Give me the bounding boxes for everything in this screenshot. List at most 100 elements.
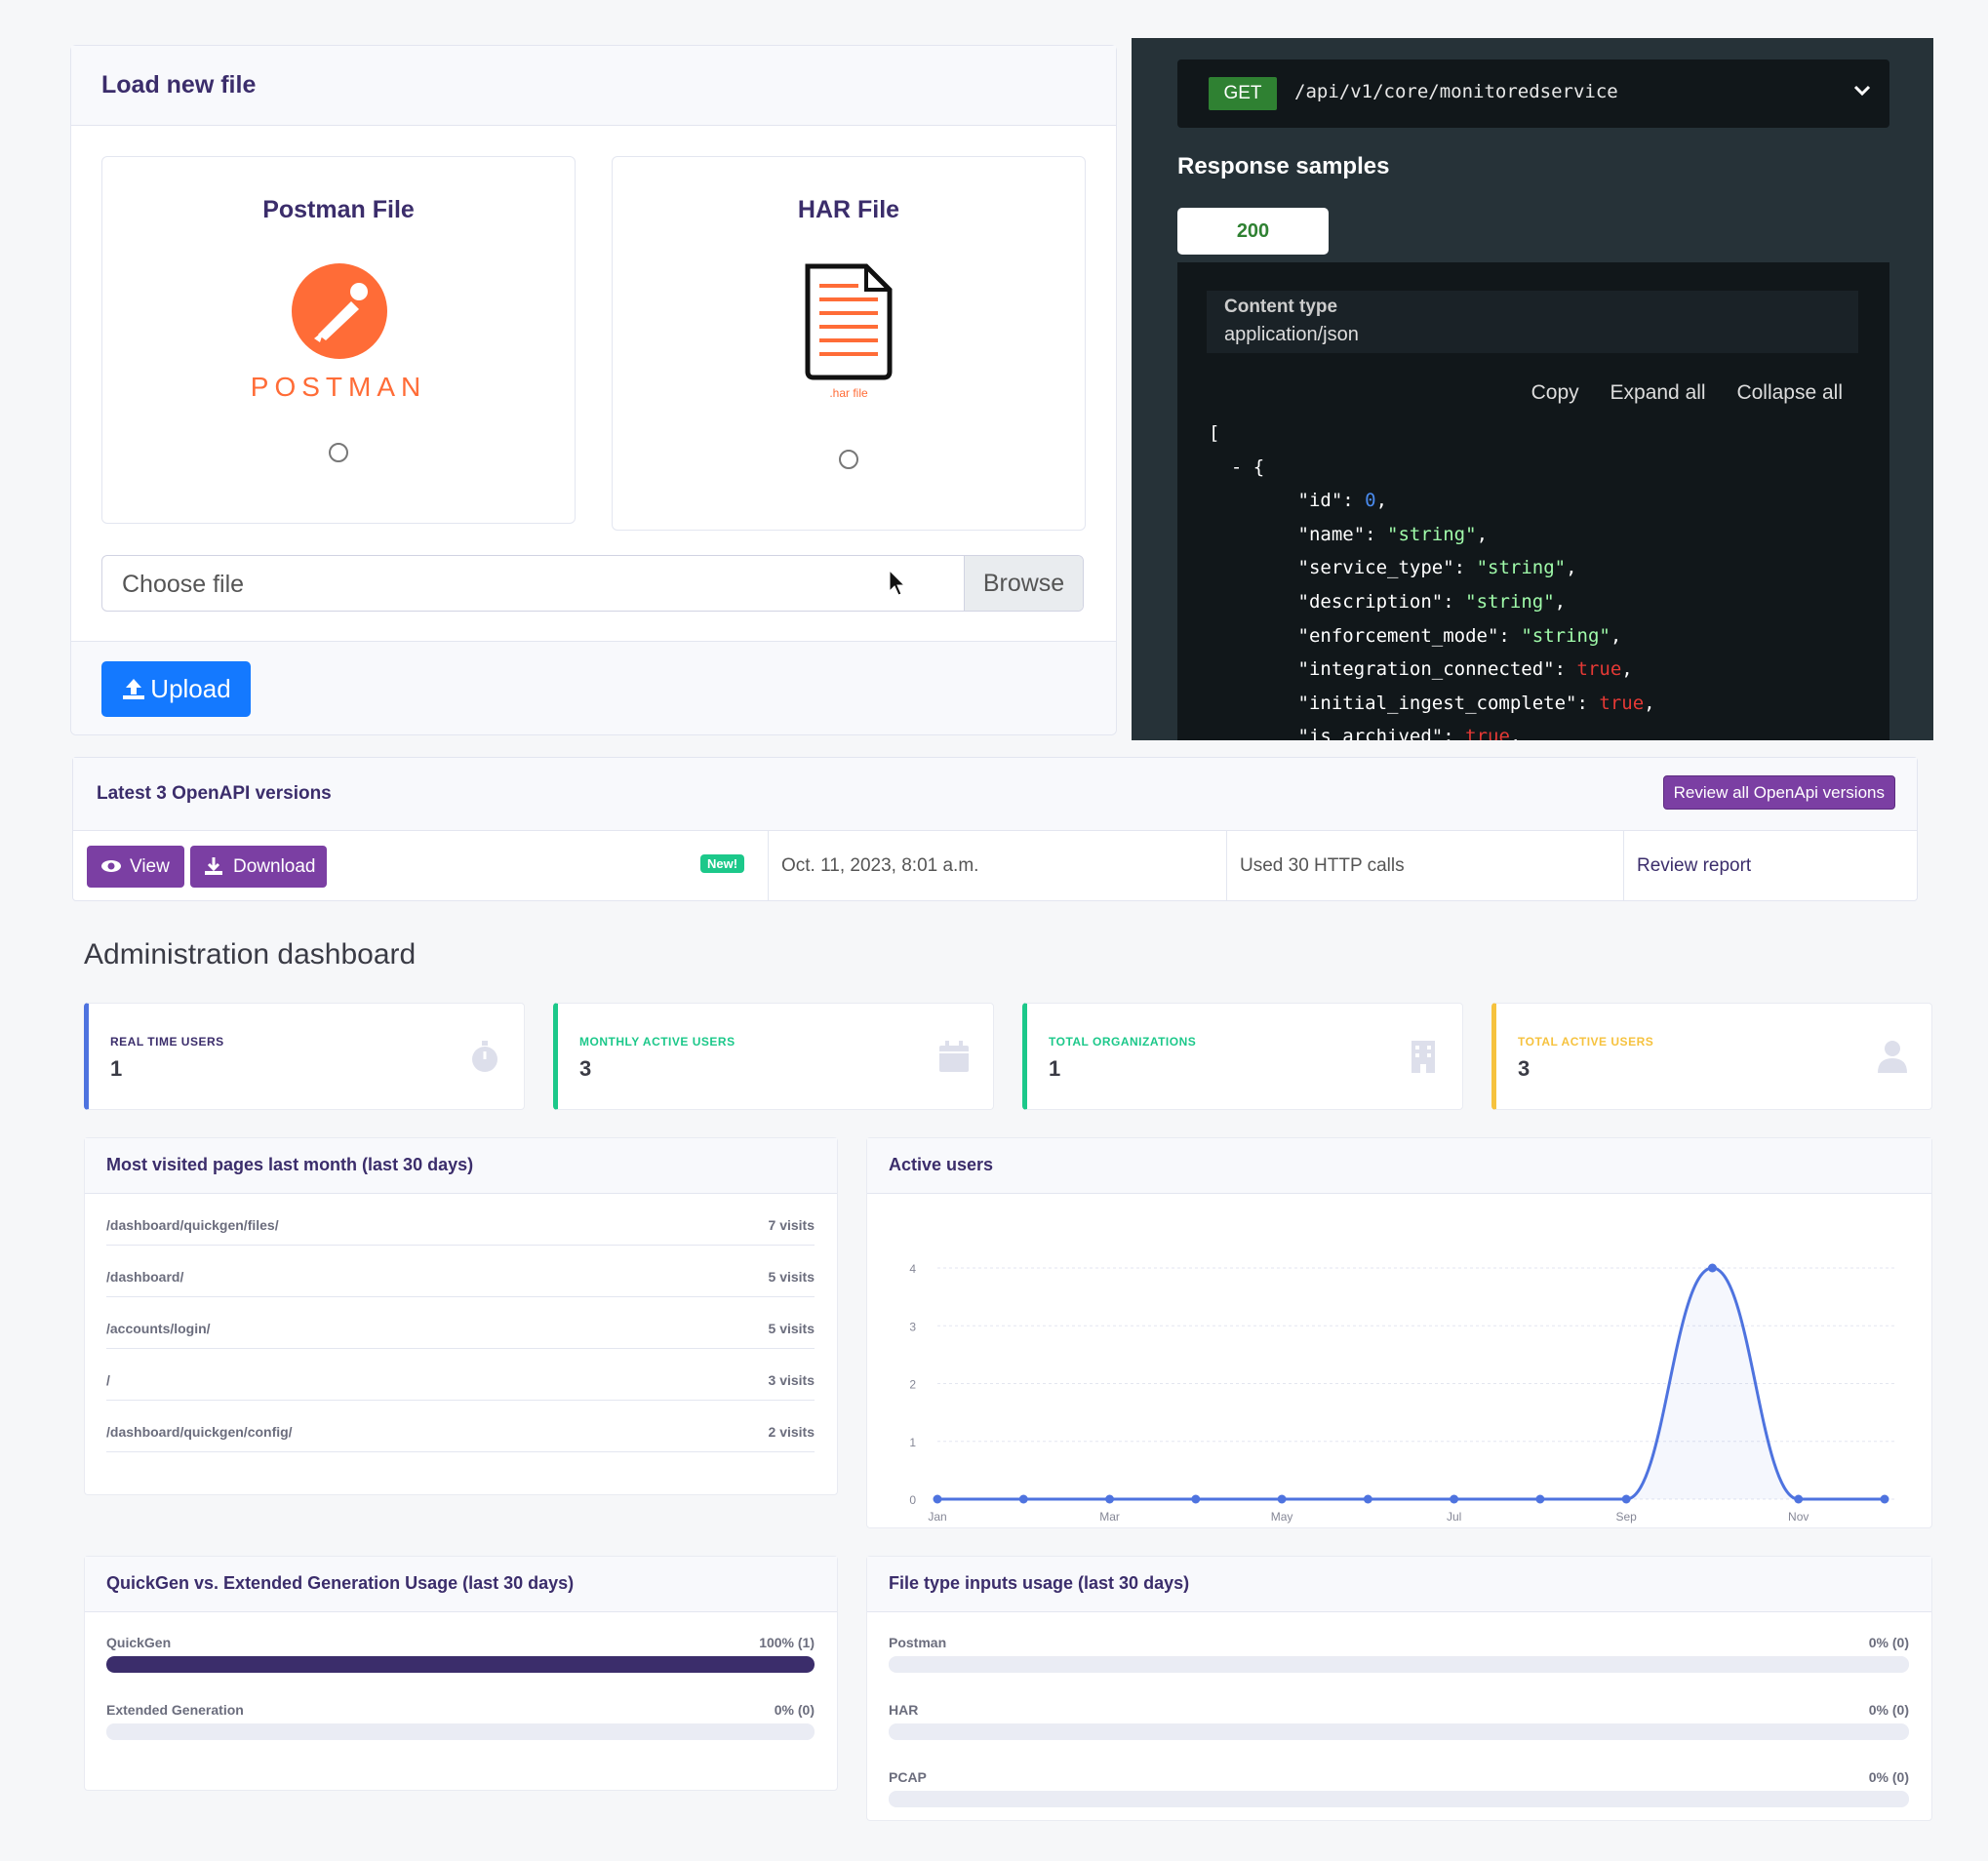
usage-label: HAR <box>889 1702 919 1718</box>
copy-button[interactable]: Copy <box>1531 381 1579 404</box>
new-badge: New! <box>700 854 745 873</box>
response-body: Content type application/json Copy Expan… <box>1177 262 1889 740</box>
x-tick-label: May <box>1271 1510 1293 1524</box>
version-date: Oct. 11, 2023, 8:01 a.m. <box>768 831 978 901</box>
page-path[interactable]: / <box>106 1372 110 1388</box>
review-report-link[interactable]: Review report <box>1623 831 1751 901</box>
usage-track <box>889 1723 1909 1740</box>
page-path[interactable]: /dashboard/ <box>106 1269 184 1285</box>
browse-button[interactable]: Browse <box>964 556 1083 611</box>
endpoint-path: /api/v1/core/monitoredservice <box>1294 81 1618 102</box>
upload-button[interactable]: Upload <box>101 661 251 717</box>
load-footer: Upload <box>71 641 1116 734</box>
content-type-label: Content type <box>1224 297 1338 317</box>
stat-card: REAL TIME USERS 1 <box>84 1003 525 1110</box>
http-calls-count: Used 30 HTTP calls <box>1226 831 1405 901</box>
content-type-value: application/json <box>1224 324 1359 345</box>
page-visits: 7 visits <box>768 1217 815 1233</box>
active-users-title: Active users <box>867 1138 1931 1194</box>
json-key: "name" <box>1297 523 1366 545</box>
page-path[interactable]: /dashboard/quickgen/config/ <box>106 1424 293 1440</box>
usage-value: 0% (0) <box>1868 1769 1909 1785</box>
json-value: "string" <box>1387 523 1477 545</box>
load-file-card: Load new file Postman File POSTMAN HAR F… <box>70 45 1117 735</box>
usage-label: Postman <box>889 1635 947 1650</box>
active-users-chart: 0 1 2 3 4 Jan Mar May Jul Sep Nov <box>909 1262 1894 1524</box>
json-key: "id" <box>1297 490 1343 512</box>
stat-value: 3 <box>579 1056 592 1081</box>
expand-all-button[interactable]: Expand all <box>1610 381 1706 404</box>
usage-label: Extended Generation <box>106 1702 244 1718</box>
page-path[interactable]: /dashboard/quickgen/files/ <box>106 1217 279 1233</box>
json-key: "initial_ingest_complete" <box>1297 692 1577 714</box>
page-visits: 3 visits <box>768 1372 815 1388</box>
har-radio[interactable] <box>839 450 858 469</box>
stat-value: 3 <box>1518 1056 1531 1081</box>
y-tick-label: 2 <box>909 1378 916 1392</box>
version-row: View Download New! Oct. 11, 2023, 8:01 a… <box>73 831 1917 901</box>
page-path[interactable]: /accounts/login/ <box>106 1321 211 1336</box>
json-collapse-toggle[interactable]: - { <box>1230 455 1265 478</box>
json-value: "string" <box>1465 590 1555 613</box>
load-file-title: Load new file <box>71 46 1116 126</box>
stat-label: MONTHLY ACTIVE USERS <box>579 1035 736 1049</box>
usage-value: 0% (0) <box>774 1702 815 1718</box>
json-value: true <box>1599 692 1645 714</box>
data-point <box>1707 1263 1717 1273</box>
status-tab-200[interactable]: 200 <box>1177 208 1329 255</box>
x-tick-label: Mar <box>1099 1510 1120 1524</box>
collapse-all-button[interactable]: Collapse all <box>1736 381 1843 404</box>
x-tick-label: Sep <box>1616 1510 1638 1524</box>
page-visits: 5 visits <box>768 1269 815 1285</box>
visited-page-row: /accounts/login/5 visits <box>106 1297 815 1349</box>
visited-page-row: /dashboard/quickgen/files/7 visits <box>106 1194 815 1246</box>
usage-label: QuickGen <box>106 1635 172 1650</box>
json-value: true <box>1465 726 1510 740</box>
data-point <box>1191 1494 1201 1504</box>
data-point <box>1880 1494 1889 1504</box>
postman-radio[interactable] <box>329 443 348 462</box>
stat-label: TOTAL ORGANIZATIONS <box>1049 1035 1197 1049</box>
usage-track <box>889 1656 1909 1673</box>
content-type-box: Content type application/json <box>1207 291 1858 353</box>
usage-track <box>106 1656 815 1673</box>
har-option[interactable]: HAR File .har file <box>612 156 1086 531</box>
y-tick-label: 0 <box>909 1493 916 1507</box>
download-label: Download <box>233 856 316 877</box>
visited-page-row: /dashboard/quickgen/config/2 visits <box>106 1401 815 1452</box>
review-all-versions-button[interactable]: Review all OpenApi versions <box>1662 775 1895 810</box>
building-icon <box>1406 1039 1441 1074</box>
data-point <box>1363 1494 1372 1504</box>
data-point <box>1277 1494 1287 1504</box>
visited-page-row: / 3 visits <box>106 1349 815 1401</box>
mouse-cursor-icon <box>889 570 906 596</box>
json-key: "integration_connected" <box>1297 658 1555 681</box>
stat-card: MONTHLY ACTIVE USERS 3 <box>553 1003 994 1110</box>
file-input[interactable]: Choose file Browse <box>101 555 1084 612</box>
generation-usage-card: QuickGen vs. Extended Generation Usage (… <box>84 1556 838 1791</box>
data-point <box>933 1494 942 1504</box>
page-visits: 2 visits <box>768 1424 815 1440</box>
usage-bar-item: PCAP 0% (0) <box>889 1769 1909 1808</box>
data-point <box>1535 1494 1545 1504</box>
json-key: "description" <box>1297 590 1444 613</box>
download-button[interactable]: Download <box>190 846 327 888</box>
data-point <box>1621 1494 1631 1504</box>
chevron-down-icon <box>1853 85 1871 97</box>
x-tick-label: Nov <box>1788 1510 1809 1524</box>
view-button[interactable]: View <box>87 846 184 888</box>
usage-value: 0% (0) <box>1868 1635 1909 1650</box>
stat-value: 1 <box>1049 1056 1061 1081</box>
endpoint-selector[interactable]: GET /api/v1/core/monitoredservice <box>1177 59 1889 128</box>
json-value: 0 <box>1365 490 1376 512</box>
usage-value: 0% (0) <box>1868 1702 1909 1718</box>
json-value: "string" <box>1476 557 1567 579</box>
postman-option[interactable]: Postman File POSTMAN <box>101 156 576 524</box>
x-tick-label: Jan <box>928 1510 946 1524</box>
postman-logo-text: POSTMAN <box>250 372 427 402</box>
json-key: "service_type" <box>1297 557 1454 579</box>
user-icon <box>1875 1039 1910 1074</box>
calendar-icon <box>936 1039 972 1074</box>
api-response-panel: GET /api/v1/core/monitoredservice Respon… <box>1132 38 1933 740</box>
data-point <box>1450 1494 1459 1504</box>
